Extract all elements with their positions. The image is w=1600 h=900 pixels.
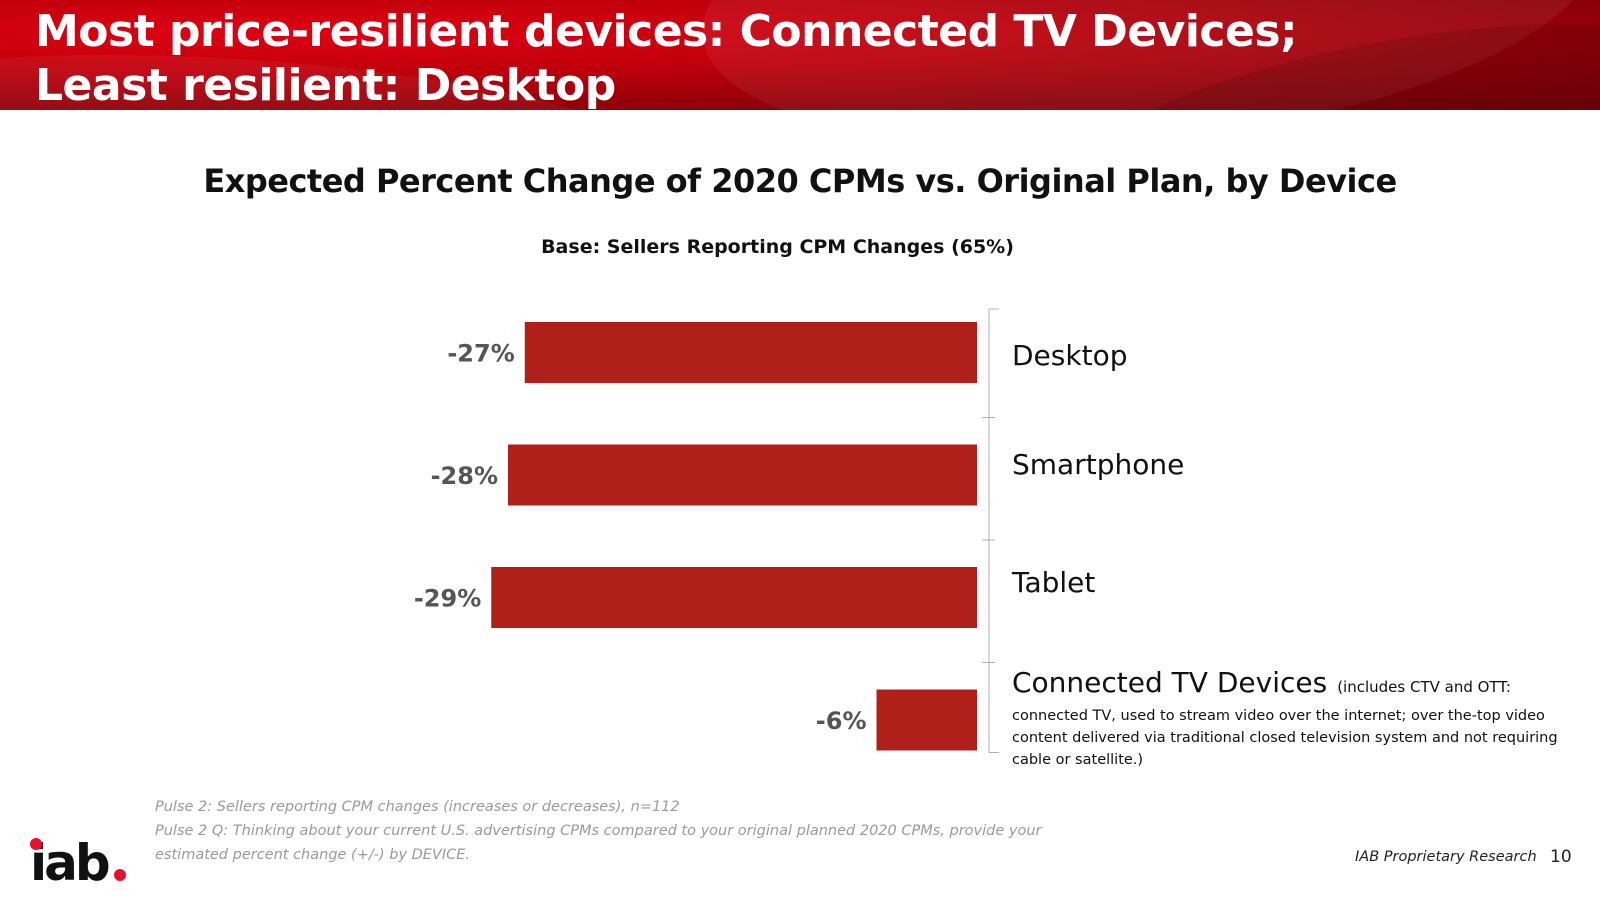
category-label: Tablet: [1011, 566, 1095, 599]
slide-title-line-1: Most price-resilient devices: Connected …: [35, 6, 1298, 57]
bar-desktop: [524, 322, 977, 383]
iab-logo-i-dot: [30, 838, 42, 850]
category-label: Connected TV Devices (includes CTV and OT…: [1012, 666, 1511, 699]
data-label: -6%: [816, 707, 867, 735]
iab-logo-dot: [114, 869, 126, 881]
brand-text: IAB Proprietary Research: [1355, 849, 1537, 865]
footnote-question: Pulse 2 Q: Thinking about your current U…: [155, 823, 1042, 839]
ctv-description: connected TV, used to stream video over …: [1012, 708, 1558, 768]
data-label: -28%: [431, 462, 498, 490]
bar-smartphone: [508, 444, 977, 506]
slide-title: Most price-resilient devices: Connected …: [35, 5, 1298, 110]
chart-subtitle: Base: Sellers Reporting CPM Changes (65%…: [541, 236, 1014, 258]
chart-title: Expected Percent Change of 2020 CPMs vs.…: [203, 162, 1397, 200]
bar-tablet: [491, 567, 977, 628]
iab-logo: iab: [30, 834, 126, 890]
data-label: -27%: [447, 340, 514, 368]
iab-logo-text: iab: [30, 834, 109, 890]
category-note: (includes CTV and OTT:: [1337, 678, 1511, 696]
footnote-base: Pulse 2: Sellers reporting CPM changes (…: [155, 799, 680, 815]
category-label: Smartphone: [1012, 448, 1184, 481]
data-label: -29%: [414, 585, 481, 613]
page-number: 10: [1550, 847, 1572, 867]
slide-title-line-2: Least resilient: Desktop: [35, 60, 616, 110]
footnote-question-cont: estimated percent change (+/-) by DEVICE…: [155, 847, 471, 863]
bar-connected-tv-devices: [876, 689, 977, 751]
category-label: Desktop: [1012, 339, 1127, 372]
title-banner: Most price-resilient devices: Connected …: [0, 0, 1600, 110]
